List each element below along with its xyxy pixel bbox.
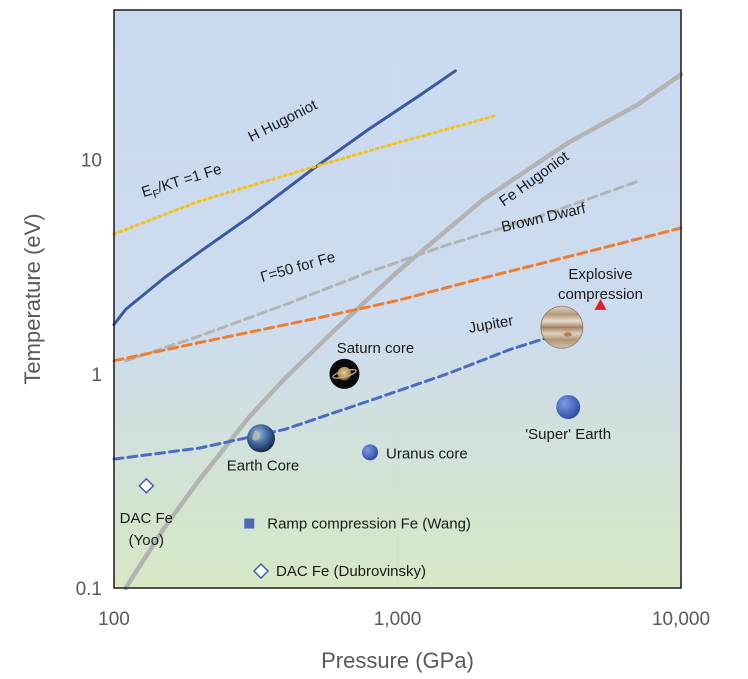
point-label-explosive-compression-1: compression [558, 286, 643, 303]
series-line-ef-kt-1-fe [112, 114, 497, 236]
x-tick-label: 1,000 [374, 609, 422, 630]
plot-frame [113, 9, 682, 589]
x-tick-label: 10,000 [652, 609, 710, 630]
point-earth-core [246, 424, 275, 453]
series-line-fe-hugoniot [123, 72, 684, 591]
y-tick-label: 0.1 [76, 579, 102, 600]
point-label-super-earth: 'Super' Earth [525, 426, 611, 443]
point-jupiter-planet-spot [563, 332, 572, 337]
point-saturn-core-ring [332, 368, 357, 379]
point-jupiter-planet [540, 305, 584, 349]
point-earth-core-continent [251, 430, 261, 441]
point-dac-fe-dubrovinsky [252, 562, 270, 580]
point-label-uranus-core: Uranus core [386, 445, 468, 462]
point-label-dac-fe-yoo-0: DAC Fe [120, 510, 173, 527]
point-ramp-compression-fe-wang [244, 518, 255, 529]
point-label-explosive-compression-0: Explosive [568, 266, 632, 283]
point-saturn-core-body [337, 366, 352, 381]
series-group [112, 69, 684, 591]
x-axis-label: Pressure (GPa) [321, 648, 474, 673]
series-line-50-for-fe [124, 180, 639, 363]
y-tick-label: 1 [91, 365, 102, 386]
series-line-jupiter [112, 331, 564, 461]
axes-group: 100 1,000 10,000 0.1 1 10 Pressure (GPa) Temper… [20, 9, 710, 673]
series-line-h-hugoniot [112, 69, 457, 326]
point-explosive-compression [594, 298, 607, 310]
point-label-dac-fe-dubrovinsky: DAC Fe (Dubrovinsky) [276, 563, 426, 580]
point-label-earth-core: Earth Core [227, 457, 300, 474]
point-label-ramp-compression-fe-wang: Ramp compression Fe (Wang) [267, 516, 471, 533]
series-line-brown-dwarf [112, 226, 683, 363]
y-tick-label: 10 [81, 151, 102, 172]
point-label-saturn-core: Saturn core [337, 340, 415, 357]
y-axis-label: Temperature (eV) [20, 213, 45, 384]
point-uranus-core [362, 444, 379, 461]
points-group [138, 298, 607, 580]
point-dac-fe-yoo [138, 477, 155, 494]
x-tick-label: 100 [98, 609, 130, 630]
point-super-earth [556, 395, 581, 420]
point-label-dac-fe-yoo-1: (Yoo) [129, 532, 164, 549]
